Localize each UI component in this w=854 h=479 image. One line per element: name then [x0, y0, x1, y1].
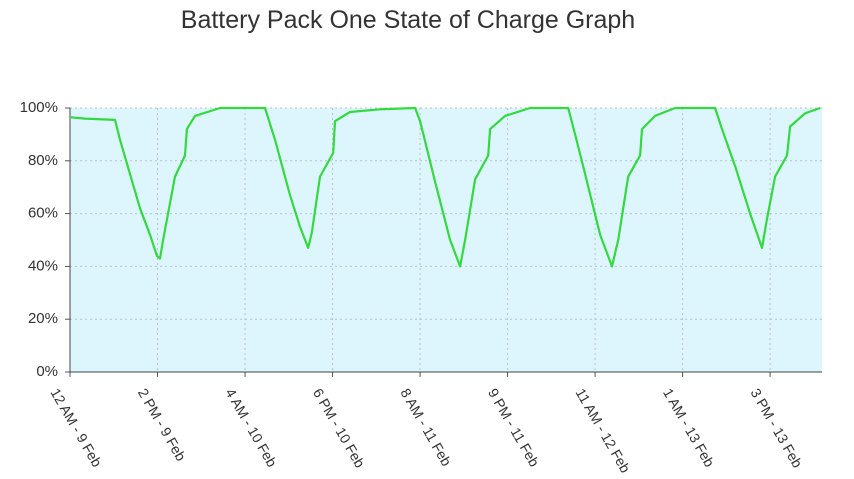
y-tick-label: 100%: [20, 99, 58, 116]
x-tick-label: 2 PM - 9 Feb: [135, 386, 189, 464]
x-tick-label: 4 AM - 10 Feb: [222, 386, 280, 470]
y-tick-label: 20%: [28, 310, 58, 327]
chart-title: Battery Pack One State of Charge Graph: [181, 6, 635, 34]
x-tick-label: 6 PM - 10 Feb: [310, 386, 368, 471]
x-tick-label: 1 AM - 13 Feb: [660, 386, 718, 470]
y-tick-label: 0%: [36, 363, 58, 380]
x-tick-label: 12 AM - 9 Feb: [47, 386, 105, 470]
y-tick-label: 80%: [28, 152, 58, 169]
y-tick-label: 40%: [28, 257, 58, 274]
x-tick-label: 8 AM - 11 Feb: [397, 386, 454, 469]
plot-background: [70, 108, 822, 372]
x-tick-label: 3 PM - 13 Feb: [748, 386, 806, 471]
x-tick-label: 9 PM - 11 Feb: [485, 386, 543, 470]
y-tick-label: 60%: [28, 205, 58, 222]
data-line: [69, 106, 821, 268]
x-tick-label: 11 AM - 12 Feb: [572, 386, 633, 476]
